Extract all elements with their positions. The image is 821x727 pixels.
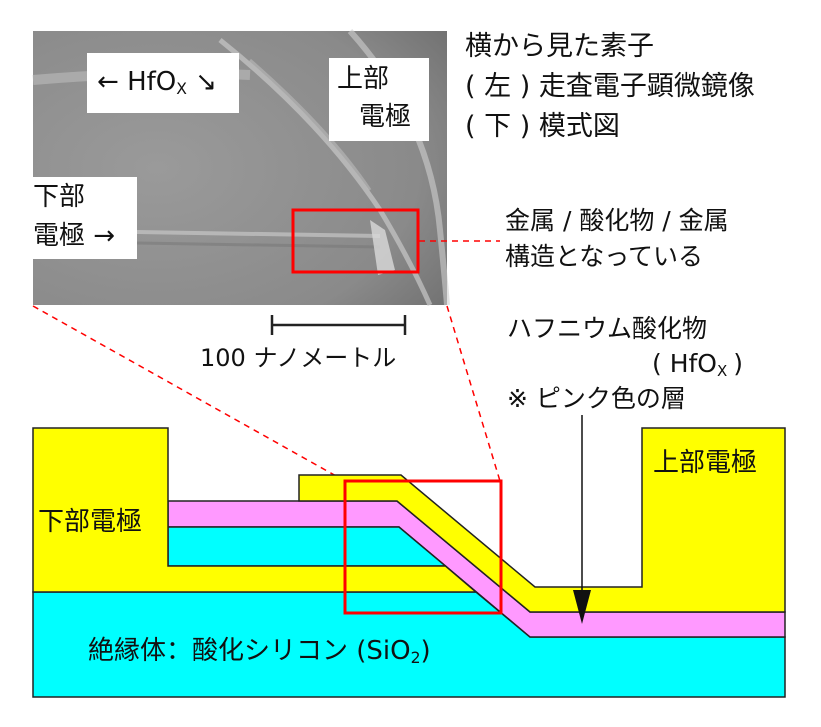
arrow-down-right-icon: ↘ <box>195 67 217 97</box>
bottom-electrode-label: 下部電極 <box>38 507 143 537</box>
sem-label-hfox: ← HfOX ↘ <box>87 53 239 113</box>
arrow-down-icon <box>573 415 591 624</box>
insulator-text: 絶縁体：酸化シリコン (SiO <box>88 636 411 666</box>
insulator-label: 絶縁体：酸化シリコン (SiO2) <box>88 638 431 666</box>
arrow-left-icon: ← <box>97 67 119 97</box>
dashed-zoom-line-right <box>446 305 501 482</box>
sem-label-bottom-electrode: 下部 電極 → <box>33 177 137 259</box>
hfox-note-line1: ハフニウム酸化物 <box>507 314 708 343</box>
bottom-electrode <box>32 427 479 593</box>
top-electrode-line2: 電極 <box>359 102 412 132</box>
insulator-subscript: 2 <box>410 648 421 667</box>
scale-bar <box>270 315 407 335</box>
top-electrode <box>298 427 786 613</box>
bottom-electrode-line2: 電極 → <box>33 221 116 251</box>
schematic-highlight-box <box>343 479 503 615</box>
insulator-close: ) <box>420 636 431 666</box>
hfox-subscript: X <box>176 79 187 98</box>
hfox-note-formula: ( HfO <box>652 349 717 378</box>
hfox-note-line2: ( HfOX) <box>652 351 743 379</box>
sem-highlight-box <box>291 208 420 274</box>
middle-insulator <box>167 526 448 567</box>
sem-label-top-electrode: 上部 電極 <box>329 58 429 141</box>
hfox-note-close: ) <box>733 349 744 378</box>
caption-line3: ( 下 ) 模式図 <box>465 111 620 142</box>
dashed-zoom-line-left <box>32 305 346 482</box>
bottom-electrode-line1: 下部 <box>33 182 86 212</box>
structure-note-line2: 構造となっている <box>505 242 704 271</box>
hfox-note-subscript: X <box>716 361 728 380</box>
top-electrode-label: 上部電極 <box>653 448 758 478</box>
caption-line2: ( 左 ) 走査電子顕微鏡像 <box>465 71 755 102</box>
hfox-note-line3: ※ ピンク色の層 <box>507 384 686 413</box>
top-electrode-line1: 上部 <box>337 64 390 94</box>
structure-note-line1: 金属 / 酸化物 / 金属 <box>505 206 729 235</box>
hfox-text: HfO <box>127 67 177 97</box>
scale-bar-label: 100 ナノメートル <box>200 344 397 372</box>
device-schematic <box>32 427 786 698</box>
caption-line1: 横から見た素子 <box>465 31 654 62</box>
